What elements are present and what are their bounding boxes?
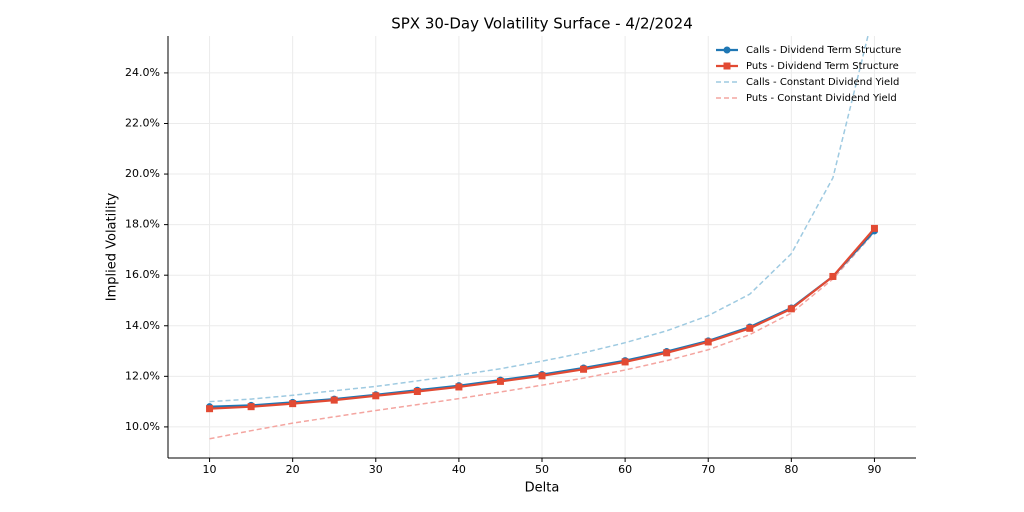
y-tick-label: 16.0% — [125, 268, 160, 281]
marker — [829, 272, 837, 280]
plot-area — [206, 36, 878, 440]
marker — [372, 392, 380, 400]
y-tick-label: 18.0% — [125, 218, 160, 231]
marker — [746, 324, 754, 332]
x-tick-label: 50 — [535, 463, 549, 476]
marker — [455, 383, 463, 391]
y-tick-label: 22.0% — [125, 116, 160, 129]
marker — [206, 405, 214, 413]
marker — [704, 338, 712, 346]
y-tick-label: 20.0% — [125, 167, 160, 180]
y-tick-label: 12.0% — [125, 369, 160, 382]
marker — [663, 349, 671, 357]
x-tick-label: 90 — [867, 463, 881, 476]
marker — [413, 388, 421, 396]
legend-label: Puts - Dividend Term Structure — [746, 61, 899, 72]
marker — [580, 365, 588, 373]
y-tick-label: 10.0% — [125, 420, 160, 433]
marker — [621, 358, 629, 366]
chart-title: SPX 30-Day Volatility Surface - 4/2/2024 — [391, 15, 693, 33]
marker — [723, 62, 731, 70]
y-axis-label: Implied Volatility — [105, 192, 120, 301]
marker — [787, 305, 795, 313]
x-tick-label: 60 — [618, 463, 632, 476]
y-tick-label: 24.0% — [125, 66, 160, 79]
x-tick-label: 10 — [203, 463, 217, 476]
series-line — [209, 231, 876, 440]
x-tick-label: 20 — [286, 463, 300, 476]
legend-label: Puts - Constant Dividend Yield — [746, 93, 897, 104]
x-tick-label: 40 — [452, 463, 466, 476]
x-axis-label: Delta — [525, 481, 560, 496]
x-tick-label: 80 — [784, 463, 798, 476]
marker — [538, 372, 546, 380]
x-tick-label: 30 — [369, 463, 383, 476]
legend-label: Calls - Constant Dividend Yield — [746, 77, 899, 88]
x-tick-label: 70 — [701, 463, 715, 476]
marker — [247, 403, 255, 411]
marker — [289, 400, 297, 408]
marker — [496, 377, 504, 385]
y-tick-label: 14.0% — [125, 319, 160, 332]
legend-label: Calls - Dividend Term Structure — [746, 45, 901, 56]
marker — [870, 224, 878, 232]
marker — [330, 396, 338, 404]
marker — [723, 46, 731, 54]
